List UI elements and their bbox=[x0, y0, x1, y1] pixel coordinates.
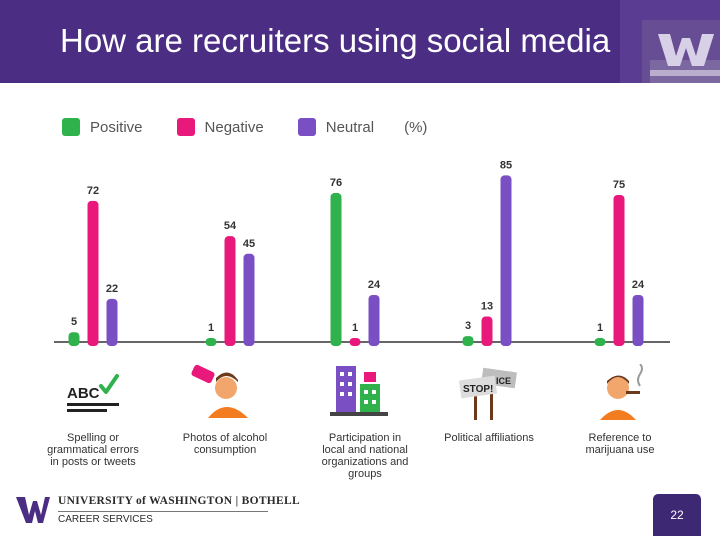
data-label-neutral-2: 24 bbox=[368, 279, 381, 291]
bar-negative-1 bbox=[224, 236, 236, 346]
svg-text:ICE: ICE bbox=[496, 376, 511, 386]
legend-label-positive: Positive bbox=[90, 118, 143, 136]
legend-swatch-positive bbox=[62, 118, 80, 136]
data-label-positive-3: 3 bbox=[465, 320, 471, 332]
category-label-marijuana: Reference to marijuana use bbox=[585, 432, 655, 456]
bar-positive-3 bbox=[462, 336, 474, 346]
data-label-negative-4: 75 bbox=[613, 179, 625, 191]
smoking-person-icon bbox=[600, 364, 643, 420]
legend-swatch-neutral bbox=[297, 118, 316, 136]
bar-neutral-2 bbox=[368, 294, 380, 346]
legend-unit: (%) bbox=[404, 118, 428, 136]
chart-panel bbox=[30, 98, 690, 488]
bar-positive-0 bbox=[68, 332, 80, 346]
bar-negative-3 bbox=[481, 316, 493, 346]
campus-w-logo-icon bbox=[620, 0, 720, 83]
bar-negative-2 bbox=[349, 338, 361, 346]
legend-label-neutral: Neutral bbox=[325, 118, 375, 136]
chart-legend: Positive Negative Neutral (%) bbox=[62, 116, 427, 138]
legend-item-negative: Negative bbox=[176, 118, 264, 136]
data-label-negative-2: 1 bbox=[352, 322, 358, 334]
legend-swatch-negative bbox=[176, 118, 195, 136]
category-label-spelling-errors: Spelling or grammatical errors in posts … bbox=[47, 432, 139, 468]
legend-item-neutral: Neutral bbox=[297, 118, 375, 136]
header-bar: How are recruiters using social media bbox=[0, 0, 720, 83]
bar-neutral-4 bbox=[632, 294, 644, 346]
data-label-neutral-4: 24 bbox=[632, 279, 645, 291]
data-label-negative-3: 13 bbox=[481, 301, 493, 313]
legend-label-negative: Negative bbox=[204, 118, 264, 136]
university-name: UNIVERSITY of WASHINGTON | BOTHELL bbox=[58, 495, 300, 507]
bar-neutral-1 bbox=[243, 253, 255, 346]
bar-positive-4 bbox=[594, 338, 606, 346]
category-label-organizations: Participation in local and national orga… bbox=[321, 432, 409, 480]
data-label-positive-1: 1 bbox=[208, 322, 214, 334]
drinking-person-icon bbox=[191, 364, 248, 418]
protest-signs-icon: ICE STOP! bbox=[458, 367, 517, 420]
data-label-neutral-0: 22 bbox=[106, 283, 118, 295]
page-number: 22 bbox=[653, 494, 701, 536]
bar-positive-1 bbox=[205, 338, 217, 346]
bar-neutral-3 bbox=[500, 175, 512, 346]
category-label-political: Political affiliations bbox=[444, 432, 534, 444]
buildings-icon bbox=[330, 366, 388, 416]
data-label-negative-1: 54 bbox=[224, 220, 237, 232]
bar-negative-4 bbox=[613, 195, 625, 346]
slide-title: How are recruiters using social media bbox=[60, 22, 611, 59]
legend-item-positive: Positive bbox=[62, 118, 143, 136]
university-logo: UNIVERSITY of WASHINGTON | BOTHELL CAREE… bbox=[16, 493, 300, 529]
data-label-negative-0: 72 bbox=[87, 185, 99, 197]
department-name: CAREER SERVICES bbox=[58, 514, 153, 525]
uw-w-logo-icon bbox=[16, 497, 50, 523]
category-label-alcohol-photos: Photos of alcohol consumption bbox=[182, 432, 268, 456]
svg-text:STOP!: STOP! bbox=[463, 384, 493, 395]
bar-negative-0 bbox=[87, 200, 99, 346]
bar-neutral-0 bbox=[106, 298, 118, 346]
svg-text:ABC: ABC bbox=[67, 385, 100, 402]
data-label-positive-2: 76 bbox=[330, 177, 342, 189]
bar-positive-2 bbox=[330, 193, 342, 346]
data-label-neutral-3: 85 bbox=[500, 159, 512, 171]
data-label-positive-0: 5 bbox=[71, 316, 77, 328]
footer-divider bbox=[58, 511, 268, 512]
data-label-positive-4: 1 bbox=[597, 322, 603, 334]
abc-check-icon: ABC bbox=[67, 374, 119, 412]
data-label-neutral-1: 45 bbox=[243, 238, 255, 250]
